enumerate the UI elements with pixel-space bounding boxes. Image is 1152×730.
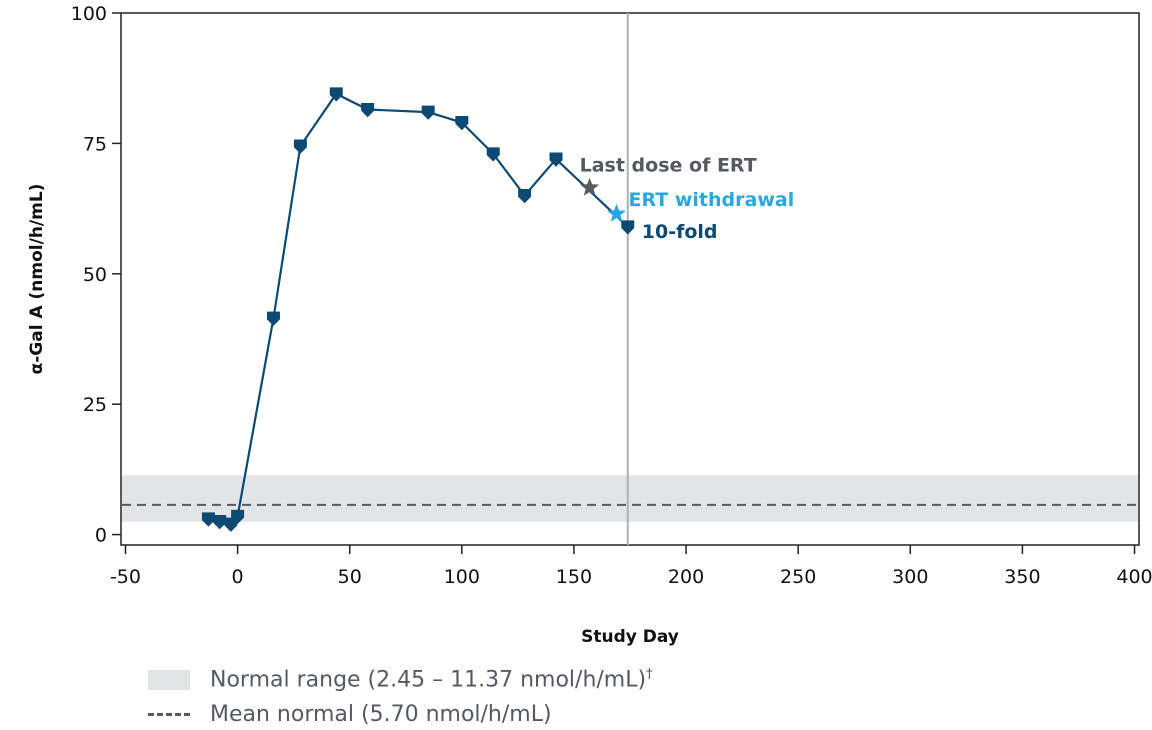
data-point xyxy=(518,189,532,204)
x-axis-title: Study Day xyxy=(581,627,679,647)
data-point xyxy=(486,147,500,162)
y-axis-title: α-Gal A (nmol/h/mL) xyxy=(27,184,47,375)
annotation-star-marker xyxy=(607,203,627,222)
x-tick-label: 200 xyxy=(668,566,704,588)
x-tick-label: 0 xyxy=(232,566,244,588)
legend-band-swatch xyxy=(148,670,190,690)
annotation-star-marker xyxy=(580,177,600,196)
data-point xyxy=(231,509,245,525)
data-point xyxy=(329,87,343,102)
y-tick-label: 0 xyxy=(95,525,107,547)
plot-area xyxy=(120,12,1140,546)
x-tick-label: 400 xyxy=(1116,566,1152,588)
legend-dashed-swatch xyxy=(148,712,190,716)
y-tick-label: 100 xyxy=(71,3,107,25)
data-point xyxy=(549,152,563,167)
data-point xyxy=(266,311,280,326)
annotation-layer: Last dose of ERT ERT withdrawal 10-fold xyxy=(580,155,795,243)
data-point xyxy=(455,116,469,131)
x-tick-label: 250 xyxy=(780,566,816,588)
y-tick-label: 25 xyxy=(83,394,107,416)
data-point xyxy=(361,102,375,118)
annotation-label: 10-fold xyxy=(642,221,718,243)
legend-item-normal-range: Normal range (2.45 – 11.37 nmol/h/mL)† xyxy=(148,666,653,694)
data-point xyxy=(213,515,227,530)
y-tick-label: 75 xyxy=(83,133,107,155)
x-tick-label: 350 xyxy=(1004,566,1040,588)
x-tick-label: 300 xyxy=(892,566,928,588)
legend-label-normal-range: Normal range (2.45 – 11.37 nmol/h/mL)† xyxy=(210,667,653,693)
legend-item-mean-normal: Mean normal (5.70 nmol/h/mL) xyxy=(148,700,552,728)
y-tick-label: 50 xyxy=(83,264,107,286)
data-point xyxy=(201,512,215,527)
series-layer xyxy=(201,87,635,532)
data-point xyxy=(621,220,635,235)
x-tick-label: -50 xyxy=(110,566,141,588)
x-tick-label: 100 xyxy=(444,566,480,588)
normal-range-band xyxy=(122,475,1138,522)
x-tick-label: 150 xyxy=(556,566,592,588)
annotation-label: Last dose of ERT xyxy=(580,155,757,177)
data-point xyxy=(293,139,307,154)
legend-label-mean-normal: Mean normal (5.70 nmol/h/mL) xyxy=(210,701,552,727)
annotation-label: ERT withdrawal xyxy=(629,189,795,211)
x-tick-label: 50 xyxy=(338,566,362,588)
data-point xyxy=(421,105,435,120)
